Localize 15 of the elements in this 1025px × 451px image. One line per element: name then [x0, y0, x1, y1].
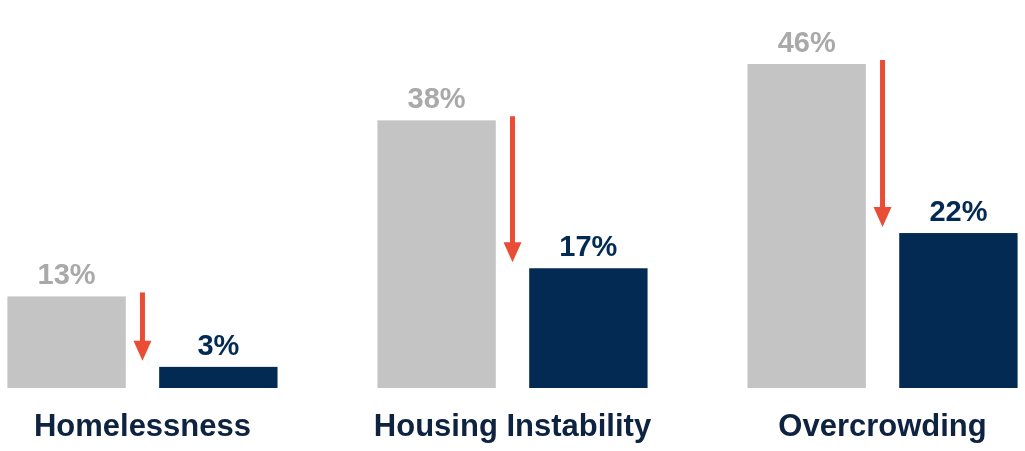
- bar: [7, 296, 126, 388]
- data-label: 3%: [197, 328, 240, 361]
- x-tick-label: Housing Instability: [373, 408, 652, 443]
- x-tick-label: Homelessness: [33, 408, 252, 443]
- bar: [899, 233, 1018, 388]
- data-label: 13%: [37, 258, 96, 291]
- bar: [159, 366, 278, 388]
- data-label: 22%: [929, 195, 988, 228]
- data-label: 38%: [407, 82, 466, 115]
- data-label: 17%: [559, 230, 618, 263]
- bar: [747, 64, 866, 388]
- bar: [529, 268, 648, 388]
- x-tick-label: Overcrowding: [778, 408, 987, 443]
- bar: [377, 120, 496, 388]
- data-label: 46%: [777, 26, 836, 58]
